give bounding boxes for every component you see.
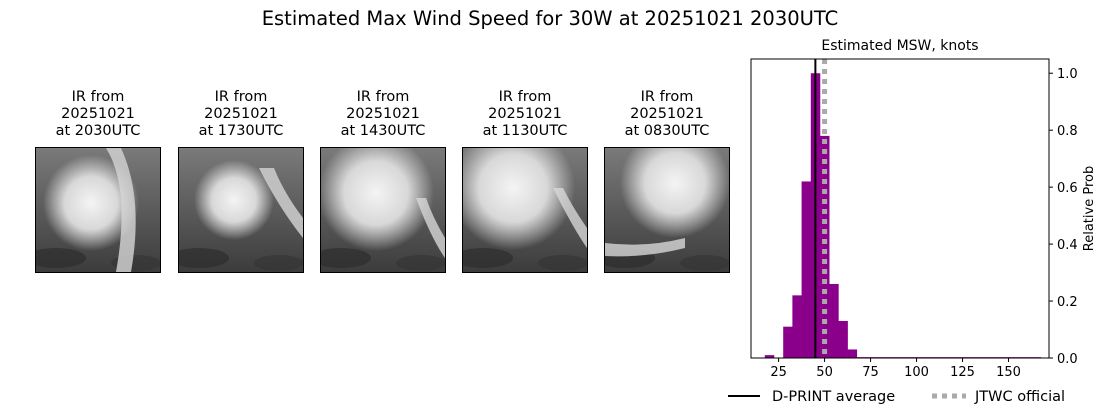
- x-tick-label: 50: [816, 365, 833, 380]
- x-tick-label: 150: [996, 365, 1021, 380]
- x-tick-label: 25: [770, 365, 787, 380]
- x-tick-label: 125: [950, 365, 975, 380]
- y-axis-label: Relative Prob: [1082, 166, 1097, 251]
- ir-caption-line2: 20251021: [61, 106, 135, 122]
- histogram-bar: [801, 181, 812, 358]
- y-tick-label: 0.2: [1057, 295, 1078, 310]
- figure-title: Estimated Max Wind Speed for 30W at 2025…: [261, 7, 839, 30]
- plot-frame: [750, 58, 1050, 359]
- y-tick-label: 1.0: [1057, 67, 1078, 82]
- ir-caption-line2: 20251021: [346, 106, 420, 122]
- histogram-bar: [783, 326, 793, 358]
- msw-histogram-chart: Estimated MSW, knots 25 50 75 100 125 150 0.0 0.…: [728, 38, 1097, 405]
- ir-panel: IR from 20251021 at 1430UTC: [320, 89, 446, 273]
- ir-satellite-image: [178, 147, 304, 273]
- ir-panel: IR from 20251021 at 0830UTC: [604, 89, 730, 273]
- x-tick-label: 75: [862, 365, 879, 380]
- ir-panel: IR from 20251021 at 1130UTC: [462, 89, 588, 273]
- ir-caption: IR from 20251021 at 1430UTC: [320, 89, 446, 140]
- y-tick-label: 0.8: [1057, 124, 1078, 139]
- histogram-bar: [764, 355, 775, 358]
- legend-jtwc-label: JTWC official: [974, 389, 1065, 405]
- ir-caption-line1: IR from: [214, 89, 268, 105]
- x-tick-label: 100: [904, 365, 929, 380]
- ir-caption-line2: 20251021: [630, 106, 704, 122]
- ir-satellite-image: [35, 147, 161, 273]
- ir-caption-line3: at 1730UTC: [198, 123, 284, 139]
- histogram-bar: [829, 283, 839, 358]
- histogram-bar: [838, 320, 848, 358]
- ir-caption: IR from 20251021 at 2030UTC: [35, 89, 161, 140]
- histogram-bar: [819, 135, 830, 358]
- ir-caption-line3: at 1130UTC: [482, 123, 568, 139]
- ir-caption-line1: IR from: [498, 89, 552, 105]
- ir-caption-line1: IR from: [356, 89, 410, 105]
- y-tick-label: 0.0: [1057, 352, 1078, 367]
- ir-caption-line3: at 0830UTC: [624, 123, 710, 139]
- ir-caption: IR from 20251021 at 1130UTC: [462, 89, 588, 140]
- ir-caption-line1: IR from: [71, 89, 125, 105]
- y-tick-label: 0.4: [1057, 238, 1078, 253]
- ir-satellite-image: [462, 147, 588, 273]
- ir-satellite-image: [604, 147, 730, 273]
- ir-panel: IR from 20251021 at 1730UTC: [178, 89, 304, 273]
- ir-caption-line2: 20251021: [488, 106, 562, 122]
- ir-satellite-image: [320, 147, 446, 273]
- ir-caption-line2: 20251021: [204, 106, 278, 122]
- ir-caption-line3: at 1430UTC: [340, 123, 426, 139]
- ir-caption-line1: IR from: [640, 89, 694, 105]
- histogram-bar: [847, 349, 858, 358]
- legend-dprint-label: D-PRINT average: [772, 389, 895, 405]
- ir-caption: IR from 20251021 at 0830UTC: [604, 89, 730, 140]
- chart-title: Estimated MSW, knots: [821, 38, 978, 54]
- ir-panel: IR from 20251021 at 2030UTC: [35, 89, 161, 273]
- ir-caption-line3: at 2030UTC: [55, 123, 141, 139]
- histogram-bar: [792, 295, 802, 358]
- y-tick-label: 0.6: [1057, 181, 1078, 196]
- ir-caption: IR from 20251021 at 1730UTC: [178, 89, 304, 140]
